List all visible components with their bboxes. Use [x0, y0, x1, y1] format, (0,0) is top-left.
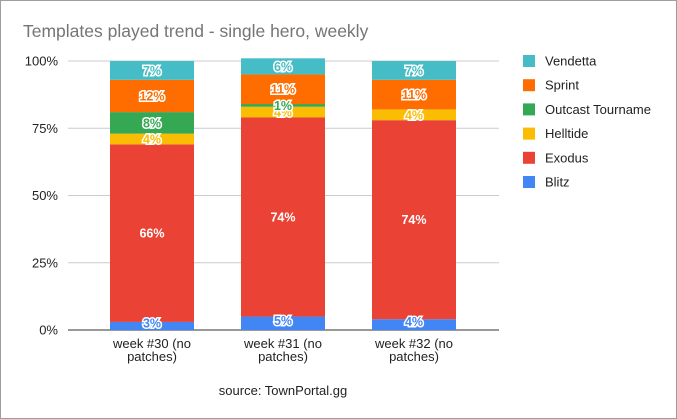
y-tick-label: 100% — [25, 54, 59, 69]
legend-label: Sprint — [545, 78, 579, 93]
bar-segment — [241, 74, 325, 105]
x-tick-label: patches) — [389, 349, 439, 364]
data-label: 11% — [402, 88, 426, 102]
bar-segment — [372, 319, 456, 330]
y-tick-label: 75% — [32, 121, 58, 136]
bar-segment — [241, 58, 325, 75]
data-label: 4% — [274, 106, 292, 120]
data-label: 5% — [274, 314, 292, 328]
bar-segment — [372, 109, 456, 121]
legend-label: Helltide — [545, 126, 588, 141]
source-caption: source: TownPortal.gg — [219, 383, 347, 398]
bar-segment — [110, 61, 194, 80]
data-label: 4% — [405, 108, 423, 122]
y-tick-label: 50% — [32, 188, 58, 203]
bar-segment — [110, 133, 194, 145]
data-label: 7% — [405, 64, 423, 78]
bar-segment — [110, 321, 194, 330]
bar-segment — [110, 112, 194, 134]
data-label: 8% — [143, 116, 161, 130]
bar-segment — [372, 61, 456, 80]
data-label: 7% — [143, 64, 161, 78]
data-label: 74% — [401, 213, 426, 227]
bar-segment — [110, 144, 194, 322]
data-label: 12% — [139, 89, 164, 103]
legend-label: Blitz — [545, 175, 570, 190]
bar-segment — [241, 104, 325, 107]
bar-segment — [372, 120, 456, 320]
data-label: 6% — [274, 60, 292, 74]
data-label: 4% — [143, 133, 161, 147]
legend-label: Vendetta — [545, 54, 597, 69]
legend-label: Outcast Tourname — [545, 102, 651, 117]
y-tick-label: 25% — [32, 255, 58, 270]
data-label: 11% — [271, 83, 295, 97]
bar-segment — [241, 316, 325, 330]
data-label: 66% — [139, 227, 164, 241]
bar-segment — [241, 117, 325, 317]
chart-title: Templates played trend - single hero, we… — [23, 21, 369, 41]
x-tick-label: week #32 (no — [374, 336, 453, 351]
bar-segment — [110, 79, 194, 113]
legend-swatch — [523, 151, 535, 164]
data-label: 74% — [270, 211, 295, 225]
x-tick-label: patches) — [258, 349, 308, 364]
legend-swatch — [523, 127, 535, 140]
legend-swatch — [523, 176, 535, 188]
data-label: 4% — [405, 315, 423, 329]
legend-swatch — [523, 103, 535, 116]
data-label: 3% — [143, 316, 161, 330]
y-tick-label: 0% — [39, 323, 58, 338]
x-tick-label: patches) — [127, 349, 177, 364]
legend-swatch — [523, 55, 535, 67]
bar-segment — [372, 79, 456, 110]
legend-swatch — [523, 79, 535, 92]
bar-segment — [241, 106, 325, 118]
data-label: 1% — [274, 99, 292, 113]
x-tick-label: week #31 (no — [243, 336, 322, 351]
x-tick-label: week #30 (no — [112, 336, 191, 351]
legend-label: Exodus — [545, 150, 589, 165]
